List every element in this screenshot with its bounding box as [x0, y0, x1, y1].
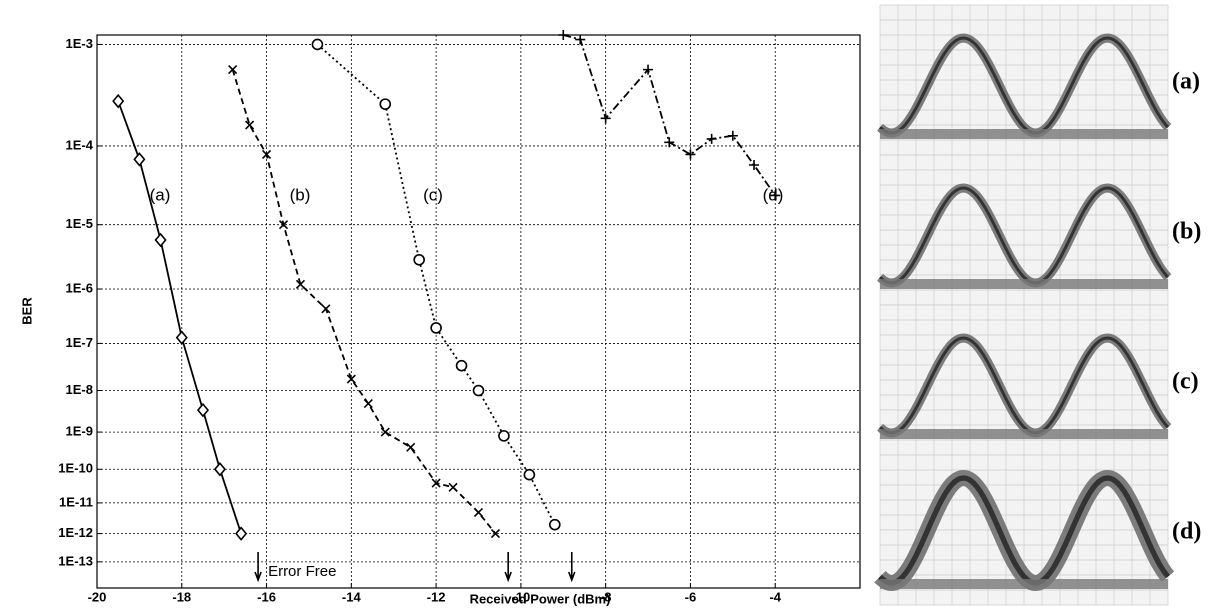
marker: [499, 431, 509, 441]
marker: [312, 39, 322, 49]
y-tick-label: 1E-7: [66, 335, 93, 350]
chart: Received Power (dBm) BER -20 -18 -16 -14 -12…: [0, 0, 1223, 607]
eye-baseline: [880, 129, 1168, 139]
eye-diagram: [880, 155, 1168, 305]
eye-baseline: [880, 579, 1168, 589]
x-tick-label: -20: [88, 589, 107, 604]
eye-label: (c): [1172, 369, 1199, 395]
y-tick-label: 1E-11: [59, 494, 93, 509]
y-tick-label: 1E-12: [58, 525, 93, 540]
marker: [457, 361, 467, 371]
eye-label: (b): [1172, 219, 1201, 245]
plot-area: [97, 35, 860, 588]
x-tick-label: -8: [600, 589, 612, 604]
y-tick-label: 1E-9: [66, 424, 93, 439]
x-tick-label: -6: [685, 589, 697, 604]
y-tick-label: 1E-13: [58, 553, 93, 568]
eye-label: (a): [1172, 69, 1200, 95]
page: Received Power (dBm) BER -20 -18 -16 -14 -12…: [0, 0, 1223, 612]
x-tick-label: -14: [342, 589, 362, 604]
y-tick-label: 1E-3: [66, 36, 93, 51]
marker: [380, 99, 390, 109]
series-label: (d): [763, 185, 784, 204]
y-axis-label: BER: [19, 297, 34, 325]
x-tick-label: -10: [511, 589, 530, 604]
marker: [474, 386, 484, 396]
y-tick-label: 1E-5: [66, 216, 93, 231]
eye-baseline: [880, 429, 1168, 439]
eye-diagram: [880, 455, 1168, 605]
marker: [431, 323, 441, 333]
x-axis-label: Received Power (dBm): [470, 591, 611, 606]
y-tick-label: 1E-10: [58, 461, 93, 476]
y-tick-label: 1E-8: [66, 382, 93, 397]
error-free-label: Error Free: [268, 563, 336, 580]
y-tick-label: 1E-4: [66, 137, 94, 152]
x-tick-label: -12: [427, 589, 446, 604]
eye-label: (d): [1172, 519, 1201, 545]
marker: [524, 470, 534, 480]
series-label: (b): [290, 185, 311, 204]
x-tick-label: -16: [257, 589, 276, 604]
marker: [414, 255, 424, 265]
x-tick-label: -4: [769, 589, 781, 604]
y-tick-label: 1E-6: [66, 280, 93, 295]
series-label: (c): [423, 185, 443, 204]
x-tick-label: -18: [172, 589, 191, 604]
eye-diagram: [880, 5, 1168, 155]
eye-diagram: [880, 305, 1168, 455]
marker: [550, 520, 560, 530]
eye-baseline: [880, 279, 1168, 289]
series-label: (a): [150, 185, 171, 204]
